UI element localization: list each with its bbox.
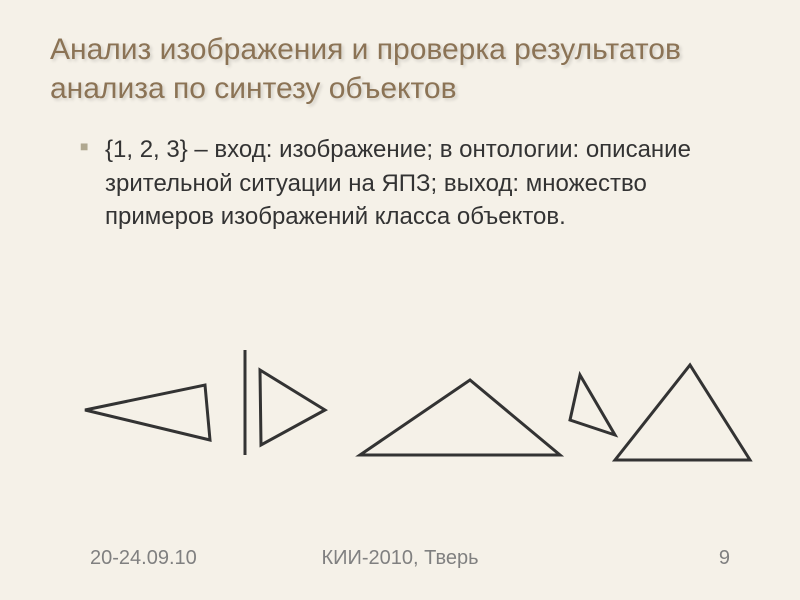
slide-footer: 20-24.09.10 КИИ-2010, Тверь 9 [0, 547, 800, 570]
footer-date: 20-24.09.10 [90, 547, 197, 570]
footer-location: КИИ-2010, Тверь [321, 547, 478, 570]
triangles-diagram [60, 340, 740, 490]
footer-page-number: 9 [719, 547, 730, 570]
slide-title: Анализ изображения и проверка результато… [50, 30, 750, 108]
triangles-svg [60, 340, 760, 490]
bullet-list: {1, 2, 3} – вход: изображение; в онтолог… [50, 133, 750, 234]
slide-container: Анализ изображения и проверка результато… [0, 0, 800, 600]
bullet-item: {1, 2, 3} – вход: изображение; в онтолог… [80, 133, 750, 234]
